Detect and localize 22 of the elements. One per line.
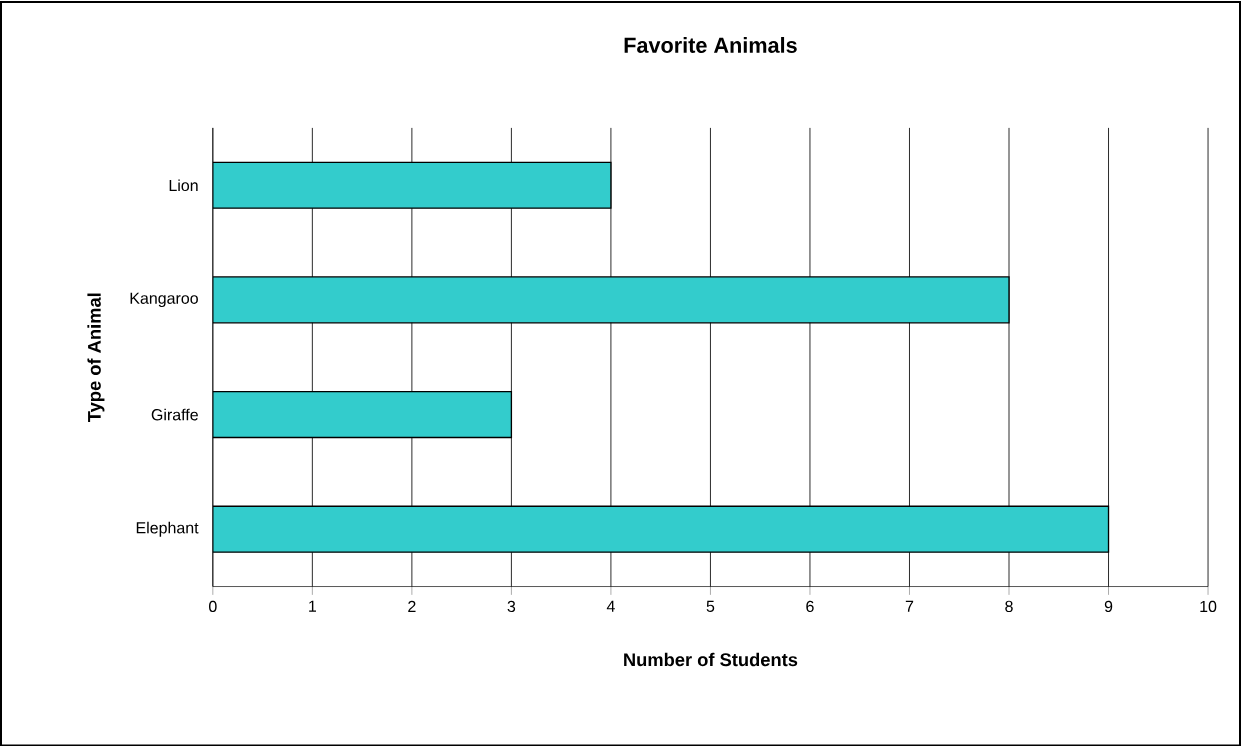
x-axis-title: Number of Students [624,652,798,666]
x-tick-label: 9 [1104,600,1113,612]
x-tick-label: 1 [309,600,317,612]
x-tick-label: 8 [1005,600,1013,612]
x-tick-label: 10 [1200,600,1217,612]
y-axis-title: Type of Animal [87,293,105,422]
y-tick-label: Giraffe [151,408,198,421]
x-tick-label: 7 [905,600,914,612]
x-tick-label: 5 [706,600,715,612]
bar [212,161,612,209]
chart-title: Favorite Animals [624,36,797,53]
x-tick-label: 2 [408,600,416,612]
x-tick-label: 3 [507,600,516,612]
x-tick-label: 0 [209,600,217,612]
x-tick-label: 6 [806,600,814,612]
x-tick-label: 4 [606,600,615,612]
bar [212,276,1010,324]
y-tick-label: Lion [169,179,198,191]
bar [212,505,1110,553]
y-tick-label: Elephant [136,521,199,537]
y-tick-label: Kangaroo [130,292,198,307]
bar [212,390,513,438]
